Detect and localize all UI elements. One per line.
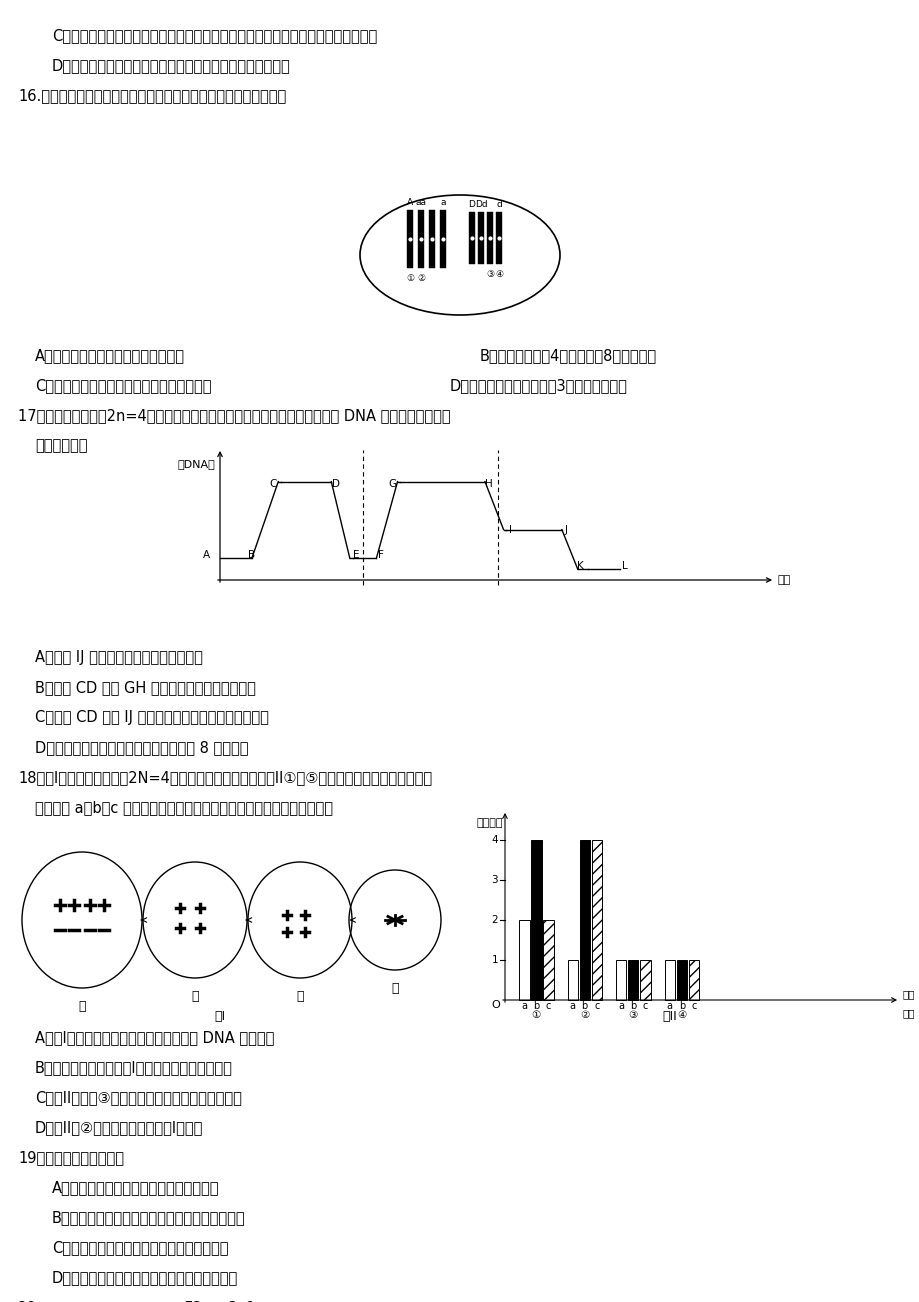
Bar (428, 210, 435, 268)
Text: c: c (545, 1001, 550, 1010)
Bar (579, 840, 589, 1000)
Text: J: J (564, 525, 567, 535)
Text: ③: ③ (628, 1010, 637, 1019)
Text: c: c (594, 1001, 599, 1010)
Text: ④: ④ (676, 1010, 686, 1019)
Text: b: b (678, 1001, 684, 1010)
Text: C．豌豆杂交时要对父本进行去雄处理并套袋: C．豌豆杂交时要对父本进行去雄处理并套袋 (52, 1240, 228, 1255)
Text: 17．某二倍体生物（2n=4）的一个精原细胞进行细胞分裂，如图是其细胞中 DNA 数目的变化。下列: 17．某二倍体生物（2n=4）的一个精原细胞进行细胞分裂，如图是其细胞中 DNA… (18, 408, 450, 423)
Text: B．图中 CD 段与 GH 段的细胞中染色体数目相同: B．图中 CD 段与 GH 段的细胞中染色体数目相同 (35, 680, 255, 695)
Text: D: D (468, 201, 475, 210)
Text: b: b (532, 1001, 539, 1010)
Text: 图I: 图I (214, 1010, 225, 1023)
Text: 乙: 乙 (78, 1000, 85, 1013)
Text: 丁: 丁 (391, 982, 398, 995)
Text: L: L (621, 561, 627, 572)
Text: a: a (569, 1001, 575, 1010)
Text: C．图中 CD 段与 IJ 段的细胞中染色体组数目可能相同: C．图中 CD 段与 IJ 段的细胞中染色体组数目可能相同 (35, 710, 268, 725)
Bar (542, 921, 553, 1000)
Bar (469, 212, 474, 264)
Text: 丙: 丙 (296, 990, 303, 1003)
Text: B: B (248, 551, 255, 560)
Bar (640, 960, 650, 1000)
Text: b: b (630, 1001, 636, 1010)
Text: 1: 1 (491, 954, 497, 965)
Text: 19．下列说法中正确的是: 19．下列说法中正确的是 (18, 1150, 124, 1165)
Text: A: A (406, 198, 413, 207)
Text: I: I (508, 525, 511, 535)
Bar (495, 212, 502, 264)
Text: ②: ② (416, 273, 425, 283)
Text: A．该细胞处于减数第二次分裂的前期: A．该细胞处于减数第二次分裂的前期 (35, 348, 185, 363)
Text: A．图中 IJ 段的细胞可发生着丝点的分裂: A．图中 IJ 段的细胞可发生着丝点的分裂 (35, 650, 203, 665)
Text: c: c (641, 1001, 647, 1010)
Text: A．表现型相同的生物，基因型不一定相同: A．表现型相同的生物，基因型不一定相同 (52, 1180, 220, 1195)
Text: D．该细胞最终可能会产生3种基因型的配子: D．该细胞最终可能会产生3种基因型的配子 (449, 378, 627, 393)
Text: 图II: 图II (662, 1010, 676, 1023)
Text: B．孟德尔认为在形成配子时等位基因会相互分离: B．孟德尔认为在形成配子时等位基因会相互分离 (52, 1210, 245, 1225)
Text: b: b (581, 1001, 587, 1010)
Text: ①: ① (405, 273, 414, 283)
Text: 18．图I表示某动物细胞（2N=4）不同分裂时期的图像；图II①～⑤表示该动物减数分裂的不同时: 18．图I表示某动物细胞（2N=4）不同分裂时期的图像；图II①～⑤表示该动物减… (18, 769, 432, 785)
Text: ②: ② (580, 1010, 589, 1019)
Text: 20．对孟德尔一对相对性状的实验分析，F2出现了3：1的分离比。下列各项中，不属于该分离比出: 20．对孟德尔一对相对性状的实验分析，F2出现了3：1的分离比。下列各项中，不属… (18, 1299, 423, 1302)
Text: a: a (666, 1001, 672, 1010)
Text: E: E (353, 551, 359, 560)
Text: D．经过图中所示过程，理论上最终产生 8 个子细胞: D．经过图中所示过程，理论上最终产生 8 个子细胞 (35, 740, 248, 755)
Text: ①: ① (531, 1010, 540, 1019)
Bar (486, 212, 493, 264)
Bar (417, 210, 424, 268)
Bar (478, 212, 483, 264)
Text: O: O (491, 1000, 499, 1010)
Bar (406, 210, 413, 268)
Text: 甲: 甲 (191, 990, 199, 1003)
Text: c: c (690, 1001, 696, 1010)
Text: a: a (440, 198, 446, 207)
Text: aa: aa (415, 198, 426, 207)
Bar (687, 960, 698, 1000)
Bar (675, 960, 686, 1000)
Text: 2: 2 (491, 915, 497, 924)
Text: A: A (203, 551, 210, 560)
Bar (530, 840, 541, 1000)
Bar (616, 960, 626, 1000)
Text: D．图II中②对应的时期包含了图I中的丙: D．图II中②对应的时期包含了图I中的丙 (35, 1120, 203, 1135)
Bar (591, 840, 601, 1000)
Text: K: K (576, 561, 584, 572)
Text: a: a (521, 1001, 527, 1010)
Bar (664, 960, 675, 1000)
Bar (439, 210, 446, 268)
Text: 3: 3 (491, 875, 497, 885)
Text: D．蒸馏法适用于提取玫瑰精油、薄荷油等挥发性强的芳香油: D．蒸馏法适用于提取玫瑰精油、薄荷油等挥发性强的芳香油 (52, 59, 290, 73)
Text: ③: ③ (485, 270, 494, 279)
Text: 时间: 时间 (777, 575, 790, 585)
Text: H: H (485, 479, 493, 490)
Text: D: D (331, 479, 339, 490)
Text: 16.如图是某二倍体动物的一个正在分裂的细胞。下列叙述正确的是: 16.如图是某二倍体动物的一个正在分裂的细胞。下列叙述正确的是 (18, 89, 286, 103)
Text: 相对数量: 相对数量 (476, 818, 503, 828)
Text: B．该动物睾丸中存在图I所示的所有细胞分裂方式: B．该动物睾丸中存在图I所示的所有细胞分裂方式 (35, 1060, 233, 1075)
Text: C．萃取法的实验原理是使芳香油溶解在有机溶剂中，蒸发掉溶剂后就可获得芳香油: C．萃取法的实验原理是使芳香油溶解在有机溶剂中，蒸发掉溶剂后就可获得芳香油 (52, 29, 377, 43)
Text: B．该细胞中含有4个四分体，8条染色单体: B．该细胞中含有4个四分体，8条染色单体 (480, 348, 656, 363)
Text: G: G (388, 479, 396, 490)
Text: 说法错误的是: 说法错误的是 (35, 437, 87, 453)
Bar (628, 960, 638, 1000)
Text: A．图I中甲、丁细胞染色体数目不同而核 DNA 数目相同: A．图I中甲、丁细胞染色体数目不同而核 DNA 数目相同 (35, 1030, 274, 1046)
Text: C．该细胞在分裂末期时具有中心体和细胞板: C．该细胞在分裂末期时具有中心体和细胞板 (35, 378, 211, 393)
Text: d: d (495, 201, 502, 210)
Text: a: a (618, 1001, 624, 1010)
Text: 期，其中 a、b、c 表示细胞中三种物质或结构的相对数量。下列错误的是: 期，其中 a、b、c 表示细胞中三种物质或结构的相对数量。下列错误的是 (35, 799, 333, 815)
Text: 分裂: 分裂 (901, 990, 913, 1000)
Text: 核DNA数: 核DNA数 (177, 460, 215, 469)
Text: D．萨顿利用类比推理法证明了基因在染色体上: D．萨顿利用类比推理法证明了基因在染色体上 (52, 1269, 238, 1285)
Text: C: C (269, 479, 277, 490)
Text: 时期: 时期 (901, 1008, 913, 1018)
Text: ④: ④ (494, 270, 503, 279)
Text: C．图II中处于③时期的细胞为次级卵母细胞或极体: C．图II中处于③时期的细胞为次级卵母细胞或极体 (35, 1090, 242, 1105)
Bar (567, 960, 577, 1000)
Text: Dd: Dd (474, 201, 487, 210)
Text: F: F (377, 551, 383, 560)
Bar (518, 921, 529, 1000)
Text: 4: 4 (491, 835, 497, 845)
